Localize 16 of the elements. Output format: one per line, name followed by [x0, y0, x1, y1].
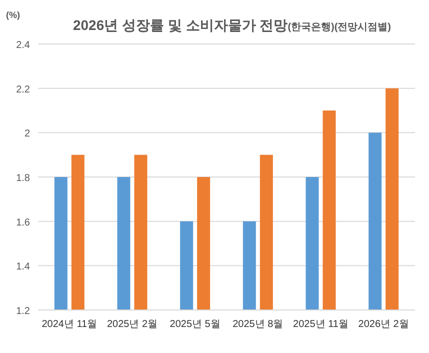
- y-tick-label: 2.4: [16, 40, 30, 51]
- y-tick-label: 2.2: [16, 84, 30, 96]
- x-tick-label: 2025년 11월: [293, 319, 348, 330]
- x-tick-label: 2025년 8월: [232, 319, 284, 330]
- y-axis-title: (%): [6, 10, 20, 20]
- x-tick-label: 2025년 2월: [106, 319, 158, 330]
- chart-title: 2026년 성장률 및 소비자물가 전망: [72, 17, 288, 33]
- y-tick-label: 1.2: [16, 306, 30, 317]
- y-tick-label: 1.6: [16, 217, 30, 228]
- x-tick-label: 2025년 5월: [170, 319, 220, 330]
- y-tick-label: 1.4: [16, 262, 30, 273]
- y-tick-label: 2: [24, 128, 30, 140]
- chart-subtitle: (한국은행)(전망시점별): [288, 22, 392, 33]
- y-tick-label: 1.8: [16, 173, 30, 184]
- x-tick-label: 2026년 2월: [358, 319, 409, 330]
- x-tick-label: 2024년 11월: [42, 319, 98, 330]
